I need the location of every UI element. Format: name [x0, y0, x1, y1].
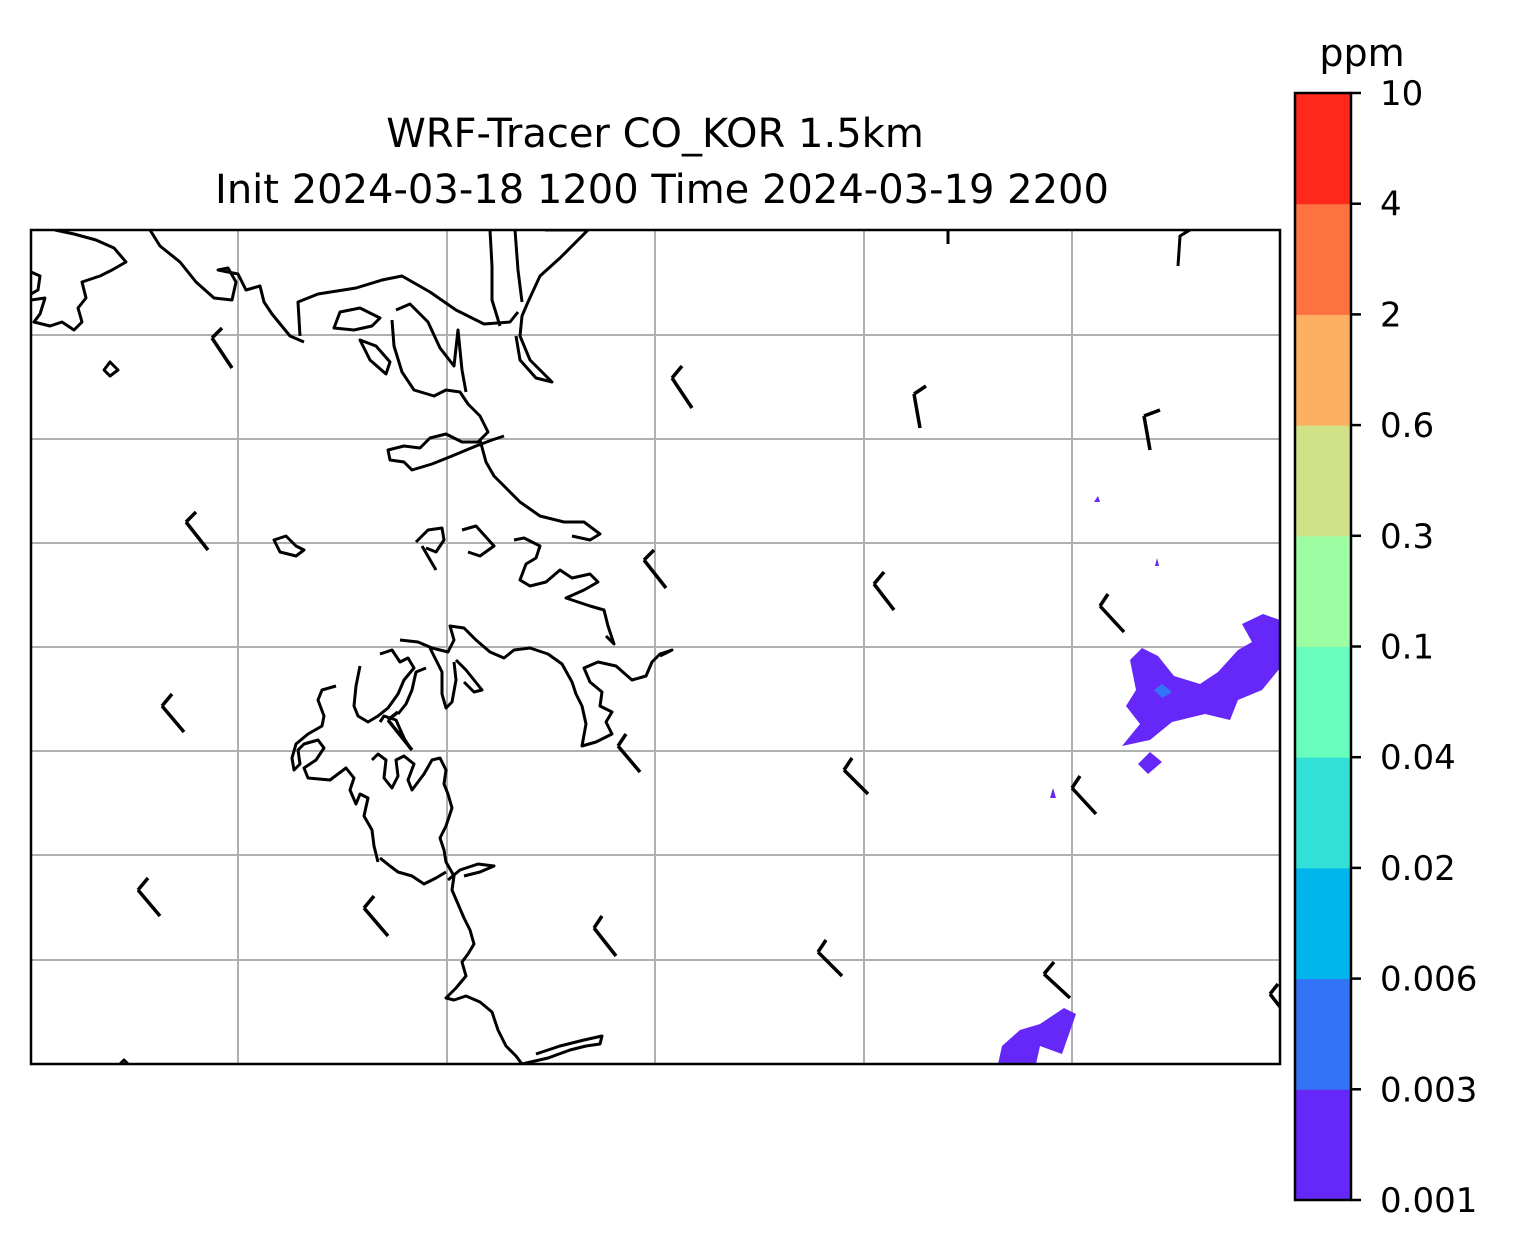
colorbar-tick-label: 4	[1380, 185, 1402, 225]
colorbar-segment	[1295, 314, 1351, 426]
colorbar-segment	[1295, 93, 1351, 205]
title-line-1: WRF-Tracer CO_KOR 1.5km	[386, 111, 924, 157]
tracer-speck-2	[1155, 558, 1159, 566]
colorbar-segment	[1295, 978, 1351, 1090]
colorbar-segment	[1295, 203, 1351, 315]
tracer-plume-east	[1122, 614, 1280, 746]
tracer-plume-south	[998, 1008, 1076, 1064]
wind-barbs	[136, 326, 1280, 1010]
tracer-plume-core	[1154, 684, 1172, 698]
colorbar-tick-label: 0.6	[1380, 406, 1434, 446]
colorbar-tick-label: 0.04	[1380, 738, 1456, 778]
colorbar-segments	[1295, 93, 1351, 1201]
tracer-speck-3	[1050, 788, 1056, 798]
colorbar-tick-label: 2	[1380, 295, 1402, 335]
colorbar-segment	[1295, 1089, 1351, 1201]
colorbar-tick-label: 0.1	[1380, 628, 1434, 668]
colorbar: 0.001 0.003 0.006 0.02 0.04 0.1 0.3 0.6 2 4 10 ppm	[1293, 31, 1477, 1221]
colorbar-segment	[1295, 535, 1351, 647]
colorbar-ticks: 0.001 0.003 0.006 0.02 0.04 0.1 0.3 0.6 2 4 10	[1351, 74, 1477, 1221]
coastlines	[31, 230, 1192, 1064]
map-frame	[29, 228, 1282, 1066]
colorbar-segment	[1295, 425, 1351, 537]
colorbar-segment	[1295, 757, 1351, 869]
tracer-patch-small	[1138, 752, 1162, 774]
colorbar-segment	[1295, 867, 1351, 980]
colorbar-tick-label: 0.001	[1380, 1181, 1477, 1221]
tracer-concentration-field	[998, 496, 1280, 1064]
colorbar-tick-label: 0.3	[1380, 517, 1434, 557]
colorbar-tick-label: 0.006	[1380, 960, 1477, 1000]
gridlines	[31, 230, 1280, 1064]
colorbar-tick-label: 10	[1380, 74, 1423, 114]
title-line-2: Init 2024-03-18 1200 Time 2024-03-19 220…	[215, 167, 1109, 213]
colorbar-tick-label: 0.02	[1380, 849, 1456, 889]
colorbar-tick-label: 0.003	[1380, 1070, 1477, 1110]
map-panel	[29, 228, 1282, 1066]
colorbar-unit-label: ppm	[1319, 31, 1404, 75]
colorbar-segment	[1295, 646, 1351, 758]
tracer-speck-1	[1094, 496, 1100, 502]
